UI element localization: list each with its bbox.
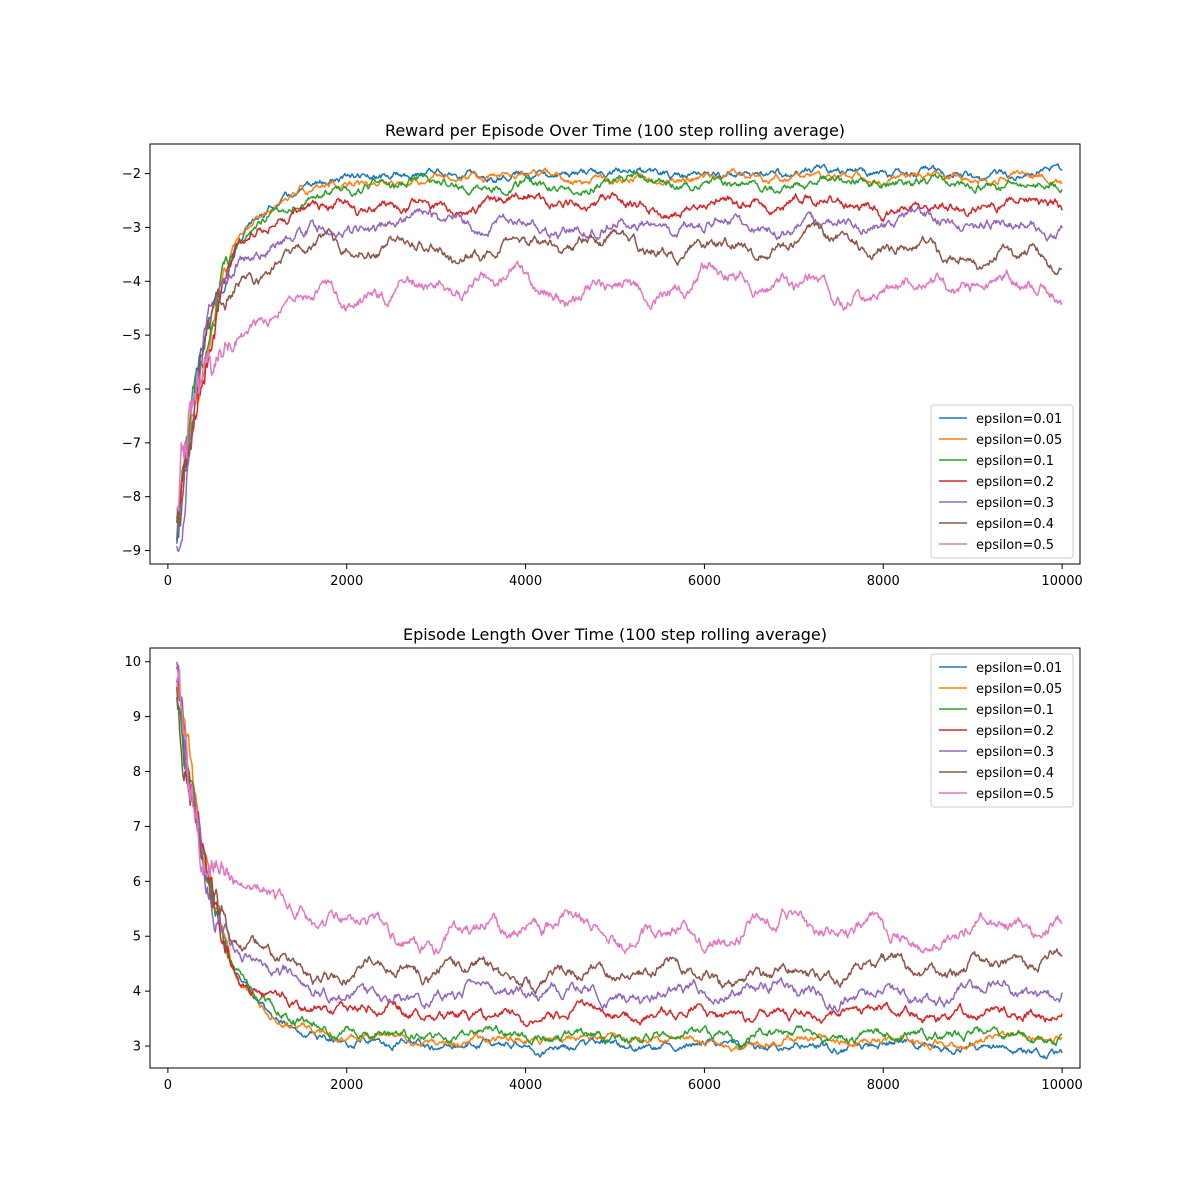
episode-length-chart-x-tick-label: 4000 (509, 1078, 542, 1093)
episode-length-chart-series-line-6 (176, 668, 1063, 956)
episode-length-chart-legend-label: epsilon=0.1 (976, 703, 1054, 718)
reward-chart-legend: epsilon=0.01 epsilon=0.05 epsilon=0.1 epsil… (930, 404, 1074, 559)
episode-length-chart-series-line-2 (176, 697, 1063, 1050)
episode-length-chart-y-tick-label: 5 (133, 930, 141, 945)
reward-chart-x-tick-label: 8000 (867, 574, 900, 589)
episode-length-chart-y-axis: 3 4 5 6 7 8 9 10 (124, 655, 150, 1055)
reward-chart-y-tick-label: −5 (122, 329, 141, 344)
episode-length-chart-legend-label: epsilon=0.4 (976, 766, 1054, 781)
reward-chart-y-tick-label: −6 (122, 383, 141, 398)
reward-chart-x-tick-label: 6000 (688, 574, 721, 589)
reward-chart-y-tick-label: −9 (122, 544, 141, 559)
episode-length-chart-frame (149, 647, 1081, 1069)
reward-chart-series-line-4 (176, 205, 1063, 553)
reward-chart-y-axis: −9 −8 −7 −6 −5 −4 −3 −2 (122, 167, 150, 559)
reward-chart-x-tick-label: 4000 (509, 574, 542, 589)
reward-chart-series (176, 163, 1063, 553)
reward-chart-y-tick-label: −3 (122, 221, 141, 236)
reward-chart-y-tick-label: −4 (122, 275, 141, 290)
episode-length-chart-series (176, 661, 1063, 1060)
episode-length-chart-x-axis: 0 2000 4000 6000 8000 10000 (164, 1068, 1083, 1093)
episode-length-chart-y-tick-label: 3 (133, 1040, 141, 1055)
episode-length-chart-series-line-5 (176, 687, 1063, 995)
reward-chart-y-tick-label: −7 (122, 436, 141, 451)
episode-length-chart-x-tick-label: 10000 (1041, 1078, 1082, 1093)
reward-chart: Reward per Episode Over Time (100 step r… (122, 121, 1083, 589)
episode-length-chart-legend-box (930, 653, 1074, 808)
episode-length-chart-legend-label: epsilon=0.2 (976, 724, 1054, 739)
reward-chart-legend-label: epsilon=0.1 (976, 454, 1054, 469)
episode-length-chart-x-tick-label: 2000 (330, 1078, 363, 1093)
episode-length-chart-y-tick-label: 6 (133, 875, 141, 890)
episode-length-chart-y-tick-label: 10 (124, 655, 141, 670)
episode-length-chart-legend: epsilon=0.01 epsilon=0.05 epsilon=0.1 epsil… (930, 653, 1074, 808)
episode-length-chart-x-tick-label: 0 (164, 1078, 172, 1093)
reward-chart-legend-label: epsilon=0.4 (976, 517, 1054, 532)
episode-length-chart-legend-label: epsilon=0.3 (976, 745, 1054, 760)
episode-length-chart-legend-label: epsilon=0.05 (976, 682, 1062, 697)
reward-chart-series-line-6 (176, 260, 1063, 512)
reward-chart-legend-box (930, 404, 1074, 559)
reward-chart-legend-label: epsilon=0.2 (976, 475, 1054, 490)
reward-chart-legend-label: epsilon=0.05 (976, 433, 1062, 448)
reward-chart-series-line-1 (176, 167, 1063, 525)
episode-length-chart-y-tick-label: 9 (133, 710, 141, 725)
episode-length-chart-y-tick-label: 7 (133, 820, 141, 835)
reward-chart-y-tick-label: −8 (122, 490, 141, 505)
reward-chart-y-tick-label: −2 (122, 167, 141, 182)
episode-length-chart-series-line-3 (176, 664, 1063, 1028)
episode-length-chart-y-tick-label: 8 (133, 765, 141, 780)
reward-chart-x-tick-label: 2000 (330, 574, 363, 589)
reward-chart-legend-label: epsilon=0.5 (976, 538, 1054, 553)
episode-length-chart-legend-label: epsilon=0.5 (976, 787, 1054, 802)
episode-length-chart-series-line-0 (176, 676, 1063, 1060)
episode-length-chart-series-line-4 (176, 661, 1063, 1013)
reward-chart-frame (149, 143, 1081, 565)
reward-chart-x-tick-label: 10000 (1041, 574, 1082, 589)
episode-length-chart-legend-label: epsilon=0.01 (976, 661, 1062, 676)
reward-chart-series-line-2 (176, 171, 1063, 524)
episode-length-chart-x-tick-label: 6000 (688, 1078, 721, 1093)
reward-chart-title: Reward per Episode Over Time (100 step r… (385, 121, 845, 140)
episode-length-chart-title: Episode Length Over Time (100 step rolli… (403, 625, 827, 644)
reward-chart-legend-label: epsilon=0.01 (976, 412, 1062, 427)
reward-chart-series-line-5 (176, 221, 1063, 541)
reward-chart-x-tick-label: 0 (164, 574, 172, 589)
episode-length-chart: Episode Length Over Time (100 step rolli… (124, 625, 1082, 1093)
reward-chart-legend-label: epsilon=0.3 (976, 496, 1054, 511)
episode-length-chart-x-tick-label: 8000 (867, 1078, 900, 1093)
episode-length-chart-y-tick-label: 4 (133, 985, 141, 1000)
reward-chart-x-axis: 0 2000 4000 6000 8000 10000 (164, 564, 1083, 589)
reward-chart-series-line-3 (176, 191, 1063, 519)
